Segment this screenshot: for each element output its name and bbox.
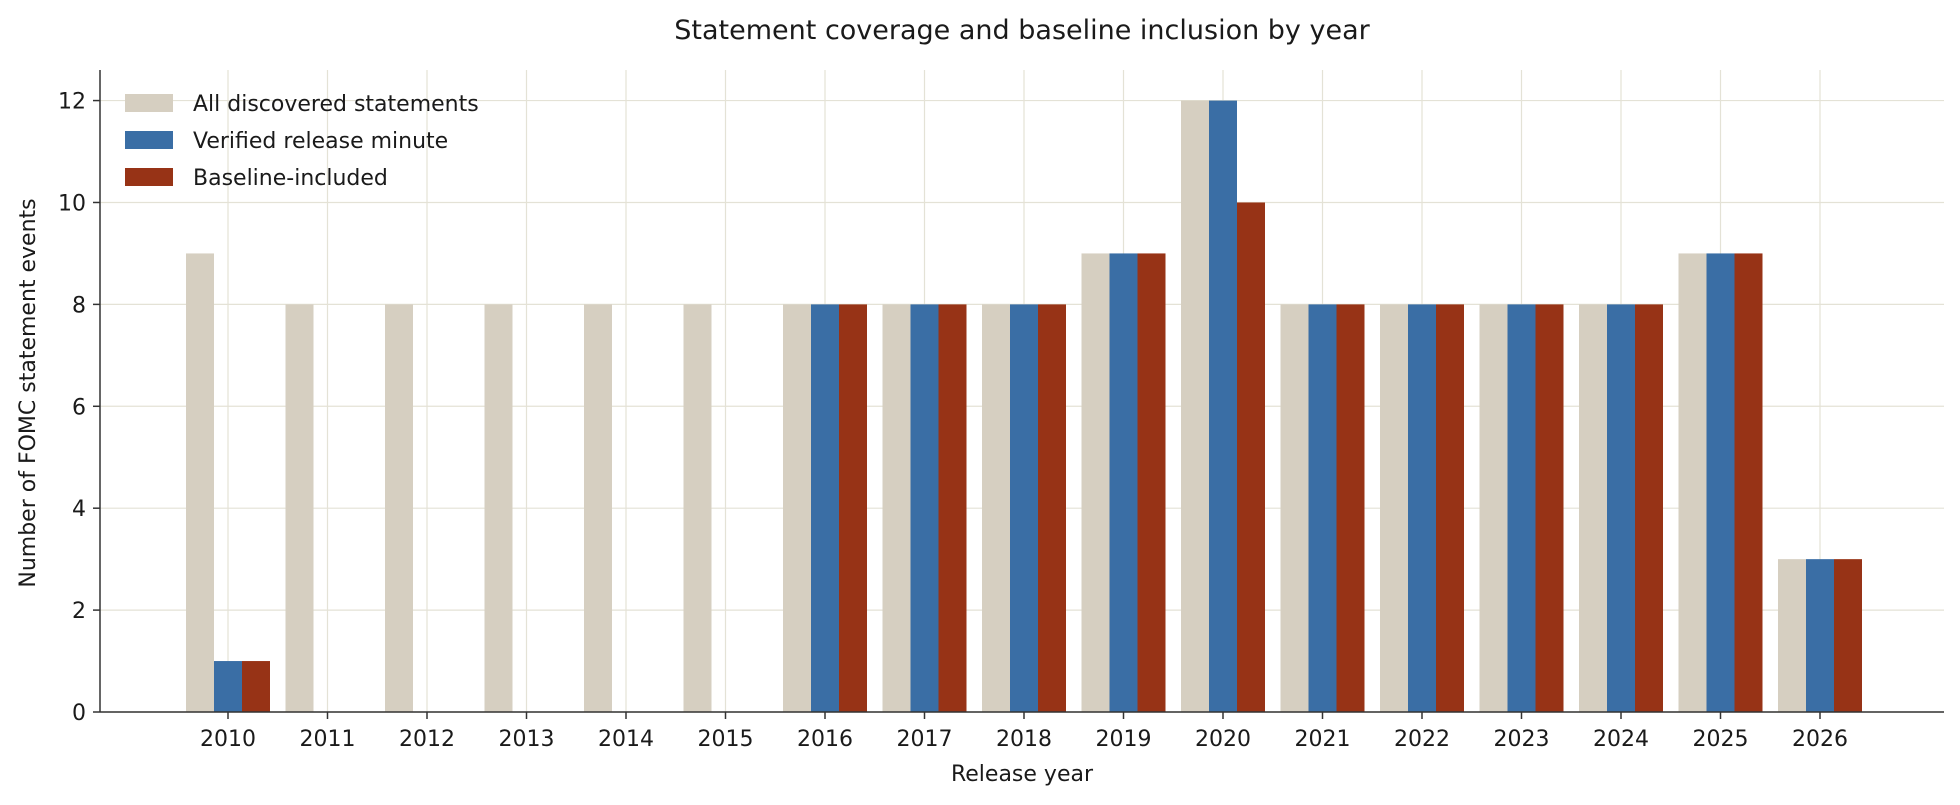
bar-2025-series-1	[1678, 253, 1707, 712]
bar-2018-series-2	[1010, 304, 1038, 712]
bar-2011-series-1	[285, 304, 314, 712]
bar-2020-series-1	[1181, 100, 1209, 713]
bar-2021-series-2	[1308, 304, 1337, 712]
y-tick-label: 10	[58, 191, 86, 216]
bar-2024-series-2	[1607, 304, 1635, 712]
x-tick-label: 2013	[499, 727, 555, 752]
y-tick-label: 2	[72, 599, 86, 624]
x-tick-label: 2020	[1195, 727, 1251, 752]
bar-2012-series-1	[385, 304, 413, 712]
legend-swatch	[125, 131, 173, 149]
bar-2015-series-1	[683, 304, 712, 712]
bar-2010-series-1	[186, 253, 214, 712]
bar-2016-series-3	[839, 304, 867, 712]
bar-2021-series-3	[1336, 304, 1365, 712]
bar-2025-series-2	[1706, 253, 1735, 712]
bar-2026-series-1	[1778, 559, 1806, 712]
x-tick-label: 2021	[1295, 727, 1351, 752]
legend-swatch	[125, 168, 173, 186]
bar-2022-series-2	[1408, 304, 1436, 712]
y-tick-label: 6	[72, 395, 86, 420]
x-tick-label: 2014	[598, 727, 654, 752]
legend: All discovered statements Verified releas…	[125, 92, 479, 191]
x-ticks: 2010 2011 2012 2013 2014 2015 2016 2017 2018 2019…	[200, 712, 1848, 752]
bar-2016-series-1	[783, 304, 811, 712]
x-tick-label: 2012	[399, 727, 455, 752]
bar-2016-series-2	[811, 304, 839, 712]
bar-2010-series-2	[214, 661, 242, 712]
bar-2020-series-2	[1209, 100, 1237, 713]
legend-swatch	[125, 94, 173, 112]
x-axis-title: Release year	[951, 762, 1094, 787]
bar-2019-series-1	[1081, 253, 1110, 712]
legend-label: Verified release minute	[193, 129, 448, 154]
y-tick-label: 4	[72, 497, 86, 522]
x-tick-label: 2023	[1494, 727, 1550, 752]
bars	[186, 100, 1862, 713]
x-tick-label: 2024	[1593, 727, 1649, 752]
bar-2023-series-2	[1507, 304, 1536, 712]
bar-2023-series-3	[1535, 304, 1564, 712]
legend-label: All discovered statements	[193, 92, 479, 117]
bar-2018-series-1	[982, 304, 1010, 712]
bar-2019-series-2	[1109, 253, 1138, 712]
bar-2018-series-3	[1038, 304, 1066, 712]
x-tick-label: 2010	[200, 727, 256, 752]
bar-2022-series-1	[1380, 304, 1408, 712]
legend-label: Baseline-included	[193, 166, 388, 191]
x-tick-label: 2015	[698, 727, 754, 752]
x-tick-label: 2019	[1096, 727, 1152, 752]
bar-2010-series-3	[242, 661, 270, 712]
bar-2025-series-3	[1734, 253, 1763, 712]
y-axis-title: Number of FOMC statement events	[16, 198, 41, 587]
bar-2020-series-3	[1237, 202, 1265, 712]
x-tick-label: 2016	[797, 727, 853, 752]
bar-2026-series-2	[1806, 559, 1834, 712]
x-tick-label: 2022	[1394, 727, 1450, 752]
y-tick-label: 12	[58, 90, 86, 115]
bar-2017-series-1	[882, 304, 911, 712]
bar-2014-series-1	[584, 304, 612, 712]
bar-2024-series-1	[1579, 304, 1607, 712]
y-tick-label: 8	[72, 293, 86, 318]
x-tick-label: 2011	[300, 727, 356, 752]
bar-2022-series-3	[1436, 304, 1464, 712]
bar-2013-series-1	[484, 304, 513, 712]
bar-2017-series-3	[938, 304, 967, 712]
x-tick-label: 2025	[1693, 727, 1749, 752]
axes	[99, 70, 1944, 713]
bar-2017-series-2	[910, 304, 939, 712]
x-tick-label: 2018	[996, 727, 1052, 752]
chart-title: Statement coverage and baseline inclusio…	[674, 15, 1370, 46]
bar-2021-series-1	[1280, 304, 1309, 712]
bar-2019-series-3	[1137, 253, 1166, 712]
bar-2023-series-1	[1479, 304, 1508, 712]
x-tick-label: 2017	[897, 727, 953, 752]
y-ticks: 0 2 4 6 8 10 12	[58, 90, 100, 726]
bar-2024-series-3	[1635, 304, 1663, 712]
y-tick-label: 0	[72, 701, 86, 726]
bar-2026-series-3	[1834, 559, 1862, 712]
x-tick-label: 2026	[1792, 727, 1848, 752]
